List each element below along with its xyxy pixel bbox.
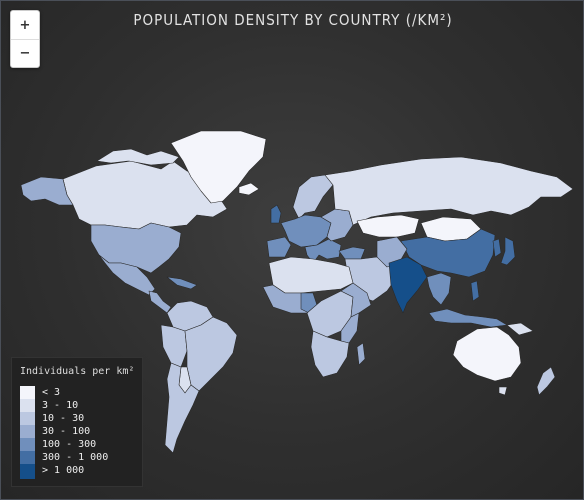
iberia[interactable]	[266, 236, 292, 258]
canada[interactable]	[62, 160, 228, 230]
legend-swatch	[20, 386, 35, 401]
korea[interactable]	[492, 238, 502, 258]
alaska[interactable]	[20, 176, 74, 206]
legend-label: 30 - 100	[42, 426, 91, 437]
zoom-out-button[interactable]: −	[11, 39, 39, 66]
turkey[interactable]	[338, 246, 366, 260]
legend-swatch	[20, 412, 35, 427]
legend-label: 10 - 30	[42, 413, 85, 424]
tasmania[interactable]	[498, 386, 508, 396]
map-title: POPULATION DENSITY BY COUNTRY (/KM²)	[133, 11, 453, 29]
kazakhstan[interactable]	[356, 214, 420, 238]
legend-swatch	[20, 425, 35, 440]
legend-swatch	[20, 451, 35, 466]
united-states[interactable]	[90, 222, 182, 274]
arctic-islands[interactable]	[96, 148, 180, 166]
legend-title: Individuals per km²	[20, 366, 135, 377]
zoom-control: + −	[10, 10, 40, 68]
north-africa[interactable]	[268, 256, 354, 294]
legend-label: > 1 000	[42, 465, 85, 476]
southeast-asia[interactable]	[426, 272, 452, 306]
central-america[interactable]	[148, 290, 172, 314]
new-zealand[interactable]	[536, 366, 556, 396]
brazil[interactable]	[184, 316, 238, 392]
southern-africa[interactable]	[310, 330, 350, 378]
legend-label: 300 - 1 000	[42, 452, 109, 463]
legend-label: < 3	[42, 387, 61, 398]
japan[interactable]	[500, 236, 516, 266]
indonesia[interactable]	[428, 308, 508, 328]
zoom-in-button[interactable]: +	[11, 11, 39, 39]
philippines[interactable]	[470, 280, 480, 302]
china[interactable]	[400, 228, 496, 278]
map-legend: Individuals per km² < 3 3 - 10 10 - 30 3…	[11, 357, 143, 487]
legend-swatch	[20, 399, 35, 414]
scandinavia[interactable]	[292, 174, 334, 220]
united-kingdom[interactable]	[270, 204, 282, 224]
iceland[interactable]	[238, 182, 260, 196]
india[interactable]	[388, 256, 428, 314]
legend-swatch	[20, 464, 35, 479]
legend-swatch	[20, 438, 35, 453]
madagascar[interactable]	[356, 342, 366, 366]
greenland[interactable]	[170, 130, 267, 204]
legend-label: 3 - 10	[42, 400, 79, 411]
papua-new-guinea[interactable]	[506, 322, 534, 336]
peru-ecuador[interactable]	[160, 324, 188, 368]
argentina-chile[interactable]	[164, 362, 200, 454]
legend-label: 100 - 300	[42, 439, 97, 450]
russia[interactable]	[324, 156, 574, 226]
caribbean[interactable]	[166, 276, 198, 290]
ethiopia-horn[interactable]	[340, 282, 372, 318]
australia[interactable]	[452, 326, 522, 382]
